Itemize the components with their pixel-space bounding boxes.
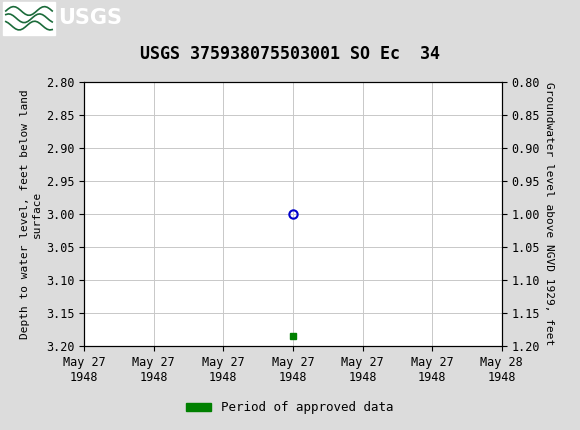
Text: USGS 375938075503001 SO Ec  34: USGS 375938075503001 SO Ec 34 [140, 45, 440, 63]
Y-axis label: Groundwater level above NGVD 1929, feet: Groundwater level above NGVD 1929, feet [544, 82, 554, 346]
Legend: Period of approved data: Period of approved data [181, 396, 399, 419]
FancyBboxPatch shape [3, 2, 55, 35]
Y-axis label: Depth to water level, feet below land
surface: Depth to water level, feet below land su… [20, 89, 42, 339]
Text: USGS: USGS [58, 8, 122, 28]
